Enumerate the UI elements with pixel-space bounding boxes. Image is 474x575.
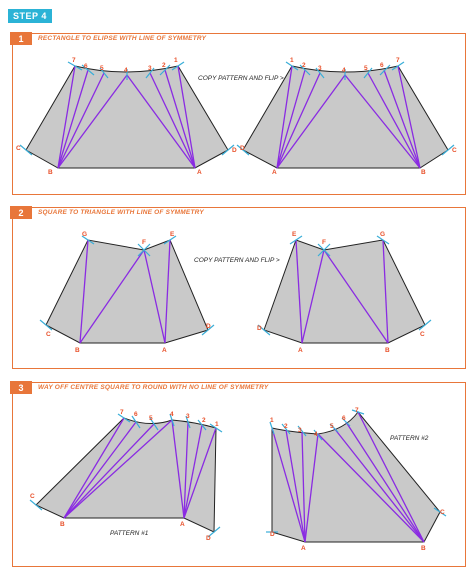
pattern-1-left-lines — [57, 65, 196, 169]
label-D: D — [257, 325, 262, 332]
label-4: 4 — [342, 67, 346, 74]
rect-to-ellipse-pattern-right: 1 2 3 4 5 6 7 D C A B — [236, 57, 457, 176]
label-C: C — [420, 331, 425, 338]
label-C: C — [46, 331, 51, 338]
label-D: D — [232, 147, 237, 154]
label-D: D — [206, 535, 211, 542]
square-to-triangle-pattern-right: E F G D C A B — [257, 231, 432, 354]
label-4: 4 — [170, 411, 174, 418]
section-title-2: SQUARE TO TRIANGLE WITH LINE OF SYMMETRY — [38, 209, 204, 216]
label-5: 5 — [364, 65, 368, 72]
section-number-2: 2 — [10, 206, 32, 219]
copy-and-flip-note-1: COPY PATTERN AND FLIP > — [198, 75, 284, 82]
pattern-1-caption: PATTERN #1 — [110, 530, 149, 537]
pattern-2-left-ticks — [39, 235, 215, 336]
label-G: G — [380, 231, 385, 238]
pattern-3-2-lines — [271, 411, 425, 543]
pattern-1-right-ticks — [236, 61, 455, 156]
pattern-2-caption: PATTERN #2 — [390, 435, 429, 442]
label-6: 6 — [342, 415, 346, 422]
label-6: 6 — [134, 411, 138, 418]
label-2: 2 — [284, 423, 288, 430]
step-badge: STEP 4 — [8, 9, 52, 23]
label-B: B — [385, 347, 390, 354]
label-B: B — [75, 347, 80, 354]
pattern-2-right-ticks — [257, 235, 432, 336]
label-7: 7 — [120, 409, 124, 416]
label-A: A — [301, 545, 306, 552]
label-D: D — [240, 145, 245, 152]
label-2: 2 — [202, 417, 206, 424]
label-3: 3 — [186, 413, 190, 420]
label-4: 4 — [124, 67, 128, 74]
label-6: 6 — [380, 62, 384, 69]
label-A: A — [197, 169, 202, 176]
label-G: G — [82, 231, 87, 238]
off-centre-pattern-2: 1 2 3 4 5 6 7 D A B C — [266, 407, 447, 552]
square-to-triangle-pattern-left: G F E C D B A — [39, 231, 215, 354]
label-5: 5 — [149, 415, 153, 422]
panel-header-1: 1 RECTANGLE TO ELIPSE WITH LINE OF SYMME… — [10, 32, 206, 45]
section-title-1: RECTANGLE TO ELIPSE WITH LINE OF SYMMETR… — [38, 35, 207, 42]
pattern-3-2-ticks — [266, 409, 447, 533]
label-E: E — [170, 231, 175, 238]
label-C: C — [30, 493, 35, 500]
section-number-3: 3 — [10, 381, 32, 394]
panel-header-2: 2 SQUARE TO TRIANGLE WITH LINE OF SYMMET… — [10, 206, 204, 219]
section-number-1: 1 — [10, 32, 32, 45]
pattern-2-left-lines — [79, 239, 171, 344]
off-centre-pattern-1: 7 6 5 4 3 2 1 C B A D — [29, 409, 223, 542]
label-1: 1 — [215, 421, 219, 428]
section-title-3-prefix: WAY OFF CENTRE SQUARE TO ROUND WITH — [38, 384, 189, 391]
label-D: D — [206, 323, 211, 330]
label-3: 3 — [148, 65, 152, 72]
label-5: 5 — [100, 65, 104, 72]
label-C: C — [16, 145, 21, 152]
pattern-3-1-ticks — [29, 413, 223, 538]
label-2: 2 — [162, 62, 166, 69]
label-1: 1 — [290, 57, 294, 64]
label-5: 5 — [330, 423, 334, 430]
copy-and-flip-note-2: COPY PATTERN AND FLIP > — [194, 257, 280, 264]
label-C: C — [452, 147, 457, 154]
label-B: B — [421, 169, 426, 176]
label-E: E — [292, 231, 297, 238]
label-7: 7 — [72, 57, 76, 64]
label-D: D — [270, 531, 275, 538]
pattern-2-right-shape — [263, 239, 426, 344]
rect-to-ellipse-pattern-left: 7 6 5 4 3 2 1 C D B A — [16, 57, 237, 176]
pattern-2-left-shape — [45, 239, 209, 344]
label-A: A — [272, 169, 277, 176]
label-B: B — [60, 521, 65, 528]
section-title-3-emphasis: NO LINE OF SYMMETRY — [188, 384, 269, 391]
label-A: A — [298, 347, 303, 354]
label-3: 3 — [318, 65, 322, 72]
label-B: B — [48, 169, 53, 176]
label-3: 3 — [298, 427, 302, 434]
label-A: A — [162, 347, 167, 354]
label-4: 4 — [314, 431, 318, 438]
label-1: 1 — [174, 57, 178, 64]
pattern-2-right-lines — [295, 239, 389, 344]
pattern-3-1-lines — [63, 417, 217, 519]
label-C: C — [440, 509, 445, 516]
label-7: 7 — [355, 407, 359, 414]
label-B: B — [421, 545, 426, 552]
panel-header-3: 3 WAY OFF CENTRE SQUARE TO ROUND WITH NO… — [10, 381, 268, 394]
pattern-1-left-ticks — [19, 61, 235, 156]
section-title-3: WAY OFF CENTRE SQUARE TO ROUND WITH NO L… — [38, 384, 268, 391]
label-6: 6 — [84, 63, 88, 70]
label-7: 7 — [396, 57, 400, 64]
label-F: F — [322, 239, 326, 246]
label-F: F — [142, 239, 146, 246]
label-1: 1 — [270, 417, 274, 424]
label-A: A — [180, 521, 185, 528]
pattern-1-right-lines — [276, 65, 421, 169]
label-2: 2 — [302, 62, 306, 69]
